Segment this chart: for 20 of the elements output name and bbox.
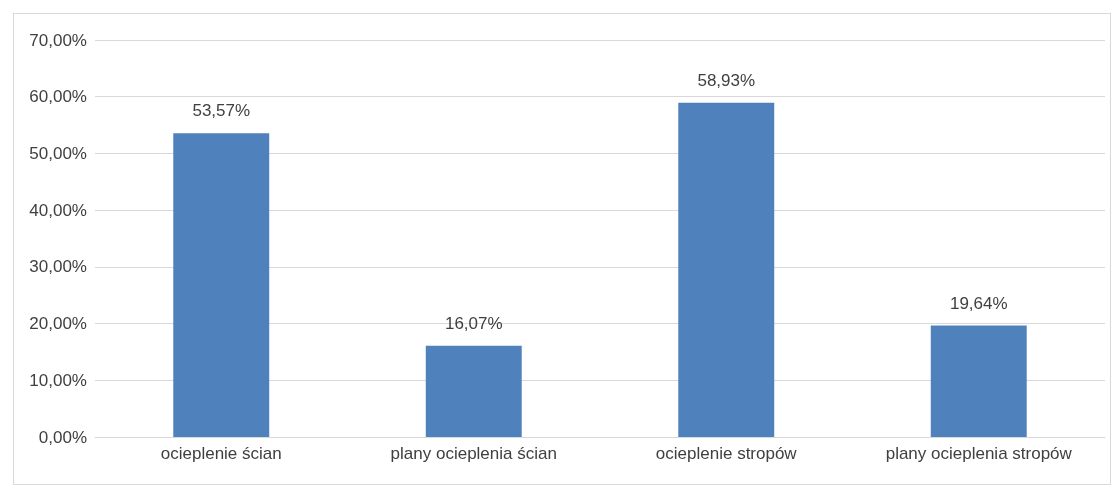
- bar: [930, 325, 1027, 437]
- y-tick-label: 0,00%: [38, 427, 87, 447]
- bar: [425, 345, 522, 437]
- y-tick-label: 20,00%: [29, 314, 87, 334]
- x-tick-label: plany ocieplenia stropów: [885, 444, 1073, 463]
- x-tick-label: ocieplenie ścian: [160, 444, 282, 463]
- data-label: 19,64%: [949, 293, 1008, 313]
- x-tick-label: ocieplenie stropów: [655, 444, 798, 463]
- y-tick-label: 50,00%: [29, 143, 87, 163]
- bar: [173, 133, 270, 437]
- y-tick-label: 40,00%: [29, 200, 87, 220]
- y-tick-label: 30,00%: [29, 257, 87, 277]
- data-label: 16,07%: [444, 313, 503, 333]
- y-tick-label: 10,00%: [29, 370, 87, 390]
- data-label: 58,93%: [697, 70, 756, 90]
- y-tick-label: 60,00%: [29, 87, 87, 107]
- y-tick-label: 70,00%: [29, 30, 87, 50]
- data-label: 53,57%: [192, 101, 251, 121]
- bar: [678, 102, 775, 437]
- x-tick-label: plany ocieplenia ścian: [390, 444, 557, 463]
